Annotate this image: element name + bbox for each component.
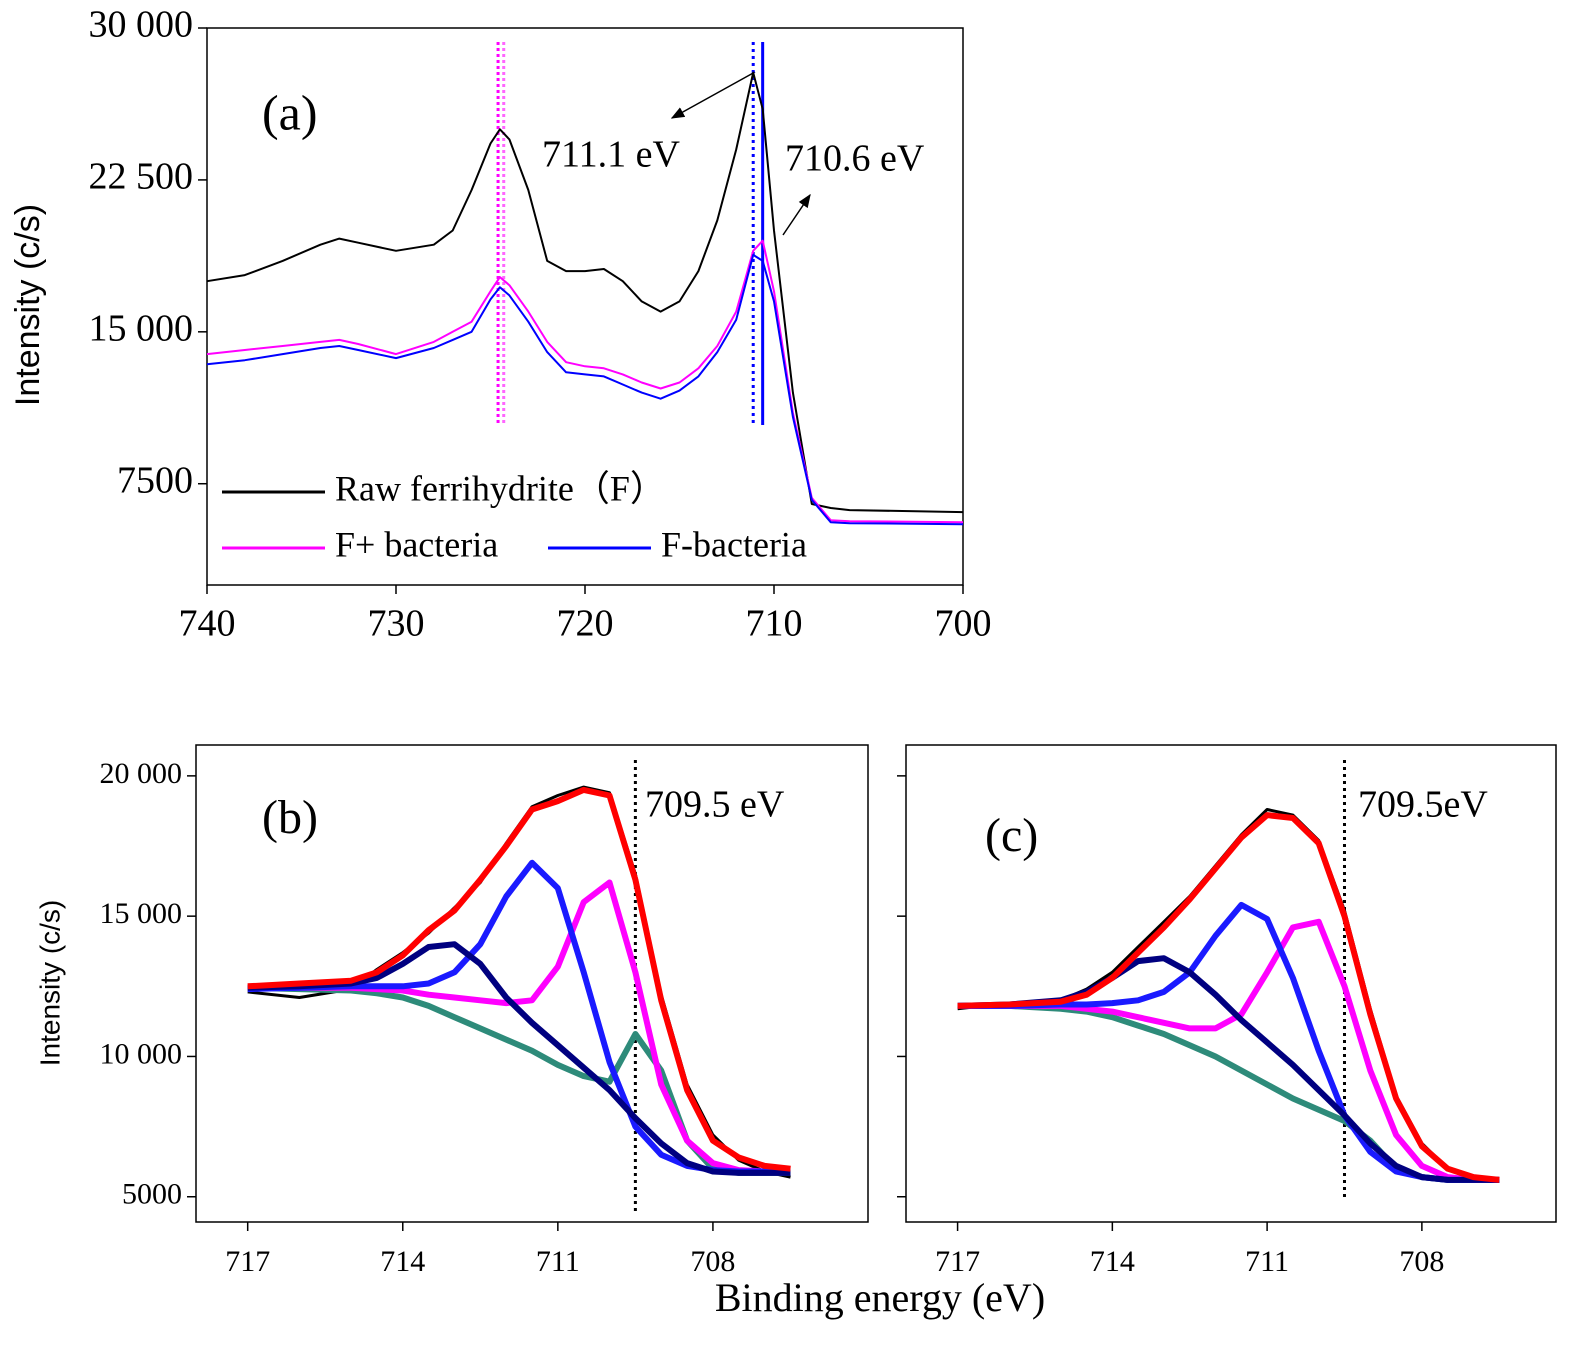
legend-label: F+ bacteria xyxy=(335,524,498,564)
x-tick-label: 708 xyxy=(1399,1245,1444,1278)
x-tick-label: 714 xyxy=(380,1245,425,1278)
plot-frame xyxy=(195,744,869,1223)
series-line xyxy=(957,918,1500,1183)
series-line xyxy=(247,879,791,1175)
y-tick-label: 30 000 xyxy=(89,4,194,46)
annotation: 709.5eV xyxy=(1358,784,1488,826)
y-tick-label: 15 000 xyxy=(89,308,194,350)
series-line xyxy=(206,71,964,514)
series-line xyxy=(206,239,964,524)
annotation: 710.6 eV xyxy=(785,138,925,180)
annotation: 711.1 eV xyxy=(542,134,680,176)
series-line xyxy=(957,812,1500,1183)
x-tick-label: 710 xyxy=(746,603,803,645)
series-line xyxy=(247,984,791,1176)
x-tick-label: 717 xyxy=(225,1245,270,1278)
legend-label: F-bacteria xyxy=(661,524,807,564)
x-tick-label: 717 xyxy=(935,1245,980,1278)
y-tick-label: 10 000 xyxy=(100,1037,183,1070)
x-tick-label: 708 xyxy=(690,1245,735,1278)
panel-label: (a) xyxy=(262,84,318,140)
series-line xyxy=(247,941,791,1176)
x-tick-label: 714 xyxy=(1090,1245,1135,1278)
series-line xyxy=(957,955,1500,1183)
y-tick-label: 22 500 xyxy=(89,156,194,198)
x-axis-label: Binding energy (eV) xyxy=(715,1275,1045,1320)
series-line xyxy=(206,253,964,526)
x-tick-label: 700 xyxy=(935,603,992,645)
y-axis-label: Intensity (c/s) xyxy=(9,204,47,406)
x-tick-label: 740 xyxy=(179,603,236,645)
panel-label: (b) xyxy=(262,791,318,844)
series-line xyxy=(957,1002,1500,1183)
x-tick-label: 720 xyxy=(557,603,614,645)
x-tick-label: 711 xyxy=(536,1245,580,1278)
panel-label: (c) xyxy=(985,809,1038,862)
legend-label: Raw ferrihydrite（F） xyxy=(335,468,666,508)
x-tick-label: 730 xyxy=(368,603,425,645)
x-tick-label: 711 xyxy=(1245,1245,1289,1278)
annotation: 709.5 eV xyxy=(645,784,785,826)
y-tick-label: 15 000 xyxy=(100,897,183,930)
y-tick-label: 7500 xyxy=(117,459,193,501)
series-line xyxy=(957,808,1500,1182)
y-axis-label: Intensity (c/s) xyxy=(34,900,65,1066)
plot-frame xyxy=(905,744,1557,1223)
y-tick-label: 5000 xyxy=(122,1178,182,1211)
y-tick-label: 20 000 xyxy=(100,757,183,790)
series-line xyxy=(247,786,791,1172)
annotation-arrow xyxy=(670,71,756,119)
annotation-arrow xyxy=(782,193,811,236)
